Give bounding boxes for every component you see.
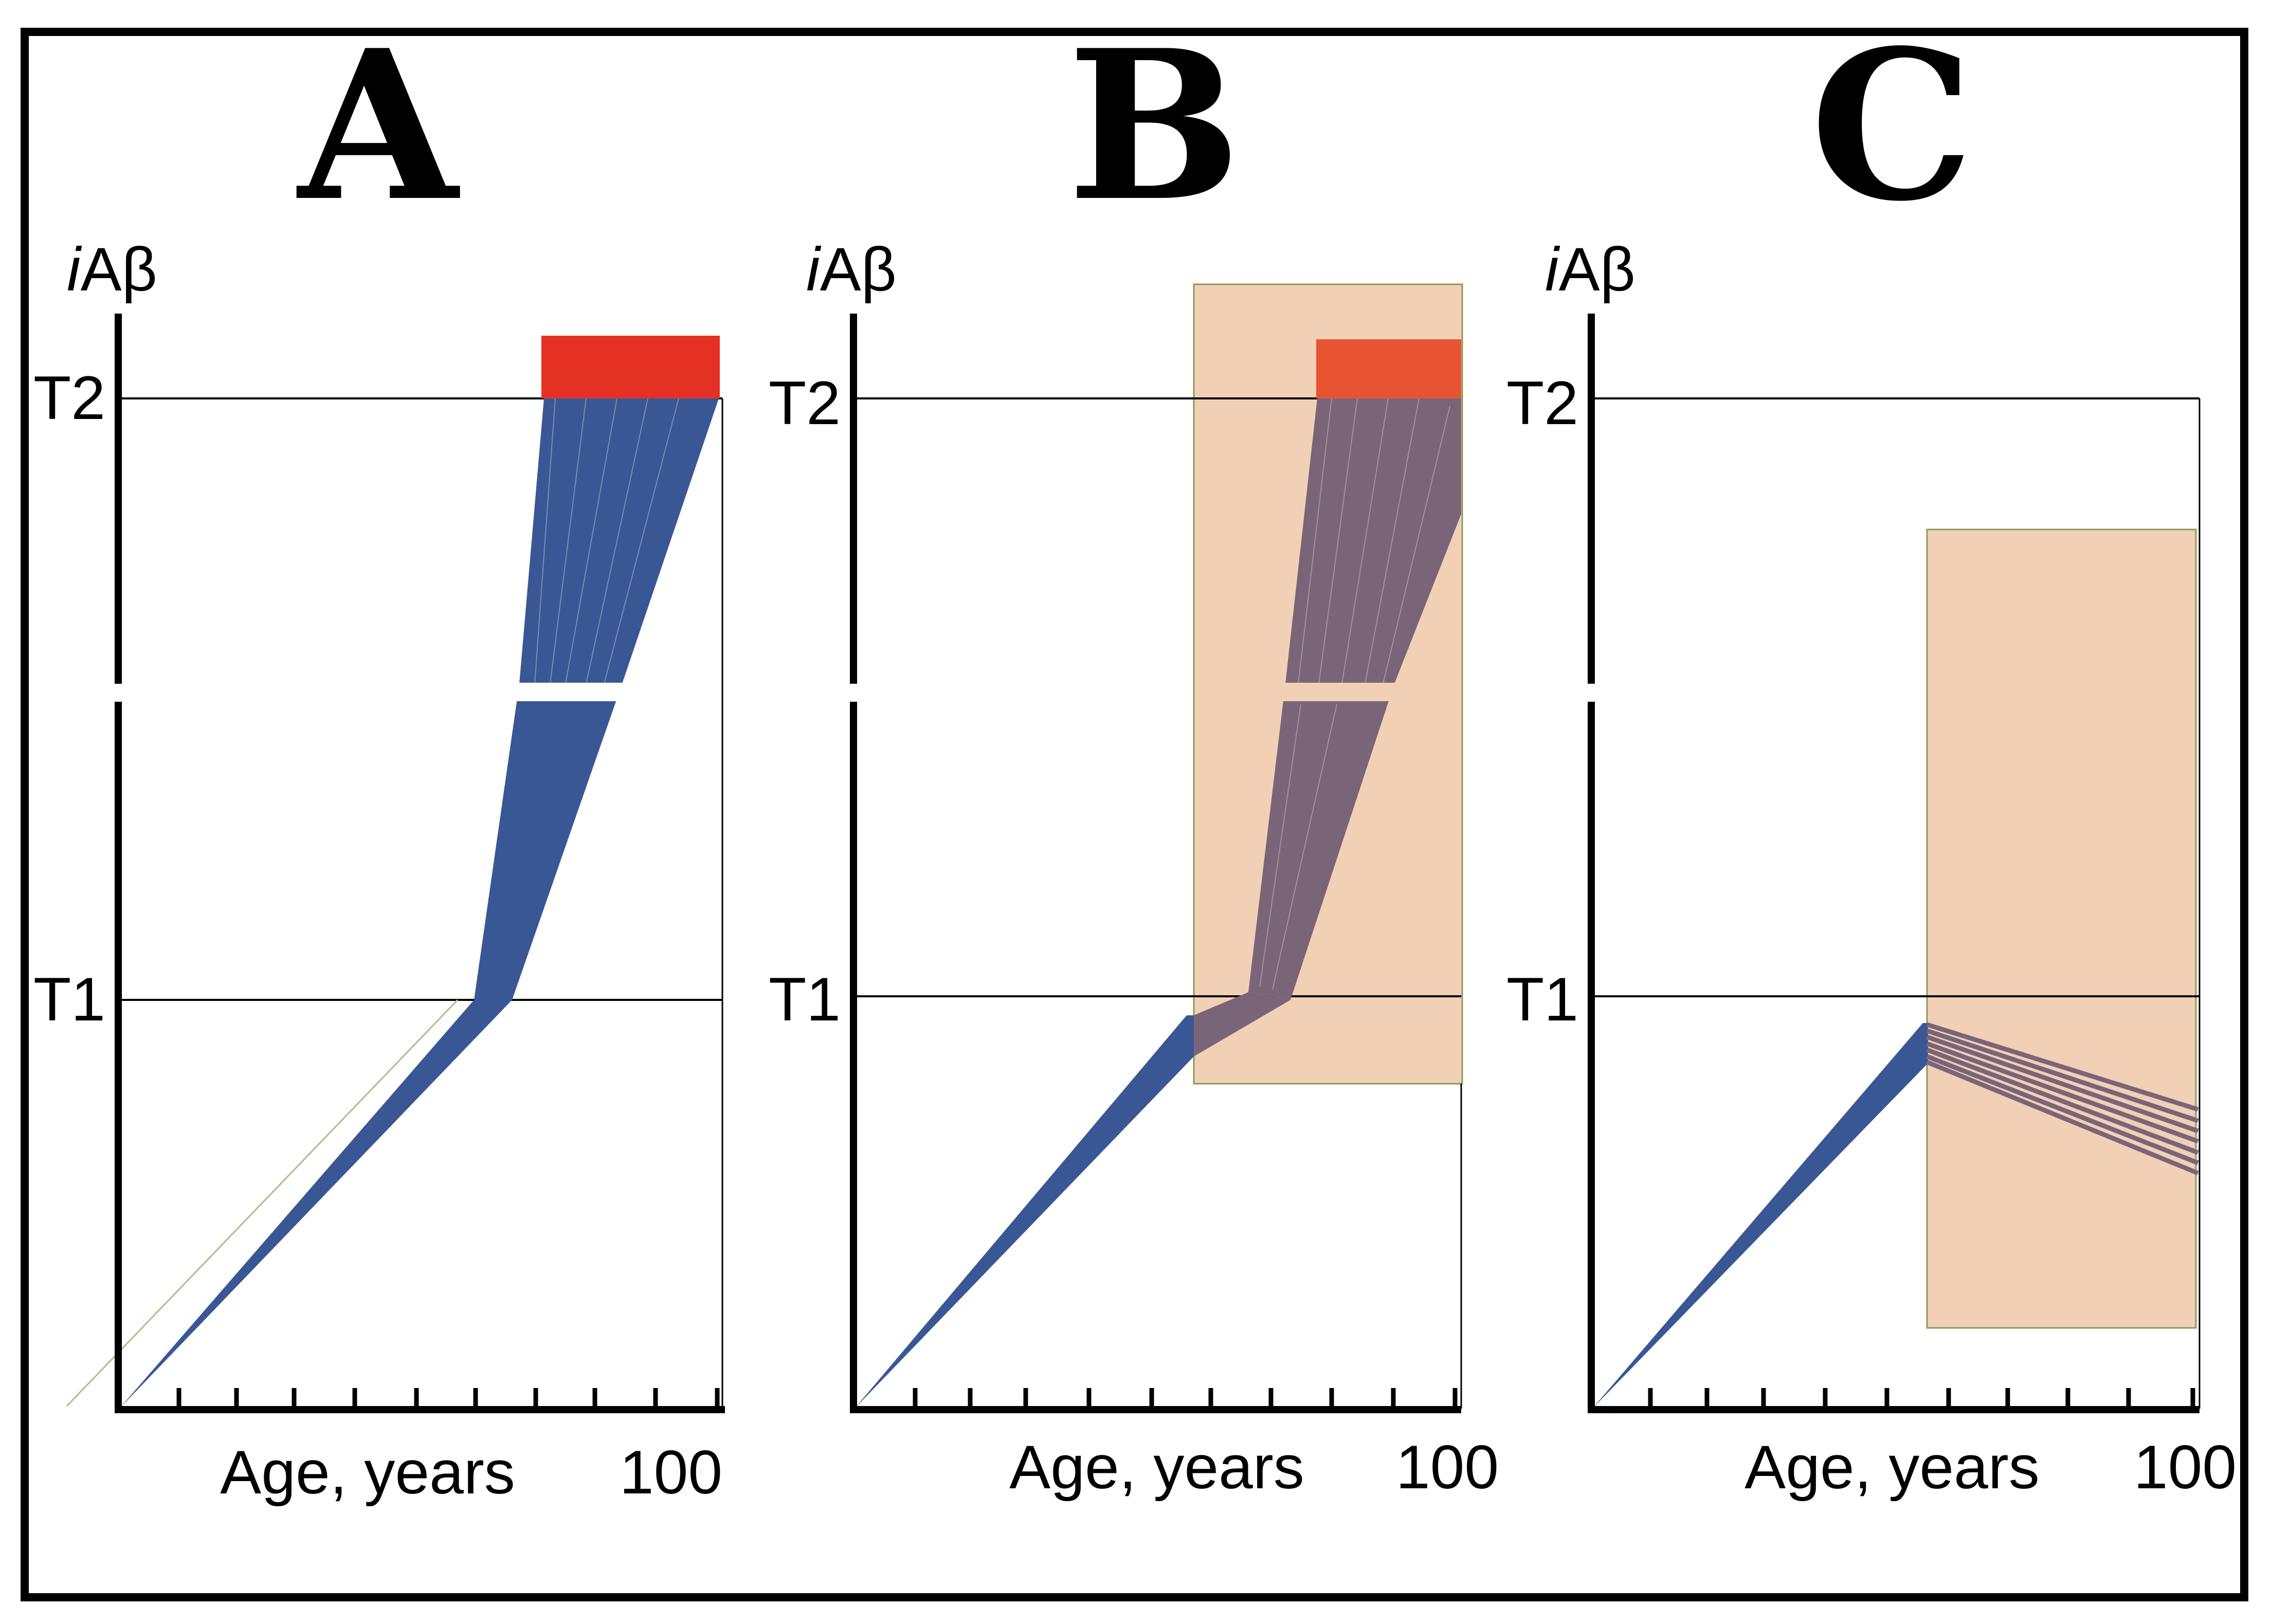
threshold-t1-label: T1 [33, 965, 105, 1034]
panel-a: A iAβ T2 T1 [33, 5, 725, 1507]
reference-diagonal [66, 999, 459, 1407]
x-axis-ticks [913, 1388, 1458, 1410]
y-axis-label-prefix: i [1545, 235, 1560, 304]
disease-onset-block [541, 336, 720, 398]
threshold-t2-label: T2 [769, 369, 841, 437]
y-axis-label-prefix: i [67, 235, 82, 304]
treatment-region [1926, 528, 2197, 1329]
y-axis-label: iAβ [67, 235, 157, 304]
x-axis-ticks [1648, 1388, 2195, 1410]
x-axis-max-label: 100 [1396, 1433, 1499, 1502]
panel-letter: C [1810, 5, 1974, 247]
trajectory-bundle [855, 398, 1461, 1409]
trajectory-late-phase [1285, 398, 1461, 684]
y-axis-label-main: Aβ [1559, 235, 1635, 304]
trajectory-mid-phase [1248, 684, 1394, 1000]
x-axis-label: Age, years [1009, 1433, 1304, 1502]
trajectory-early-phase [1592, 1023, 1928, 1409]
panel-letter: B [1067, 5, 1241, 247]
figure-frame [21, 28, 2248, 1601]
y-axis-label: iAβ [1545, 235, 1635, 304]
panel-b: B iAβ T2 T1 [769, 5, 1499, 1502]
threshold-t1-label: T1 [769, 965, 841, 1034]
x-axis-label: Age, years [1744, 1433, 2040, 1502]
y-axis-label-main: Aβ [820, 235, 897, 304]
x-axis-max-label: 100 [2134, 1433, 2237, 1502]
x-axis-max-label: 100 [620, 1438, 722, 1507]
panel-c: C iAβ T2 T1 [1506, 5, 2237, 1502]
trajectory-declining-strands [1926, 1022, 2199, 1176]
trajectory-strands [534, 398, 679, 684]
axis-break-gap [509, 683, 627, 701]
trajectory-early-phase [855, 1015, 1194, 1409]
y-axis-label-prefix: i [806, 235, 822, 304]
threshold-t2-label: T2 [33, 363, 105, 432]
trajectory-early-phase [119, 1000, 512, 1409]
x-axis-ticks [176, 1388, 720, 1410]
y-axis-label-main: Aβ [81, 235, 157, 304]
trajectory-mid-phase [474, 684, 622, 1000]
trajectory-treatment-bend [1194, 992, 1291, 1056]
threshold-t2-label: T2 [1506, 369, 1578, 437]
x-axis-label: Age, years [220, 1438, 515, 1507]
trajectory-bundle [1592, 1022, 2199, 1409]
trajectory-bundle [66, 398, 719, 1409]
disease-onset-block [1316, 339, 1461, 398]
y-axis-label: iAβ [806, 235, 897, 304]
axis-break-gap [1275, 683, 1398, 701]
panel-letter: A [295, 5, 462, 247]
trajectory-late-phase [519, 398, 719, 684]
trajectory-strands [1259, 398, 1450, 990]
threshold-t1-label: T1 [1506, 965, 1578, 1034]
